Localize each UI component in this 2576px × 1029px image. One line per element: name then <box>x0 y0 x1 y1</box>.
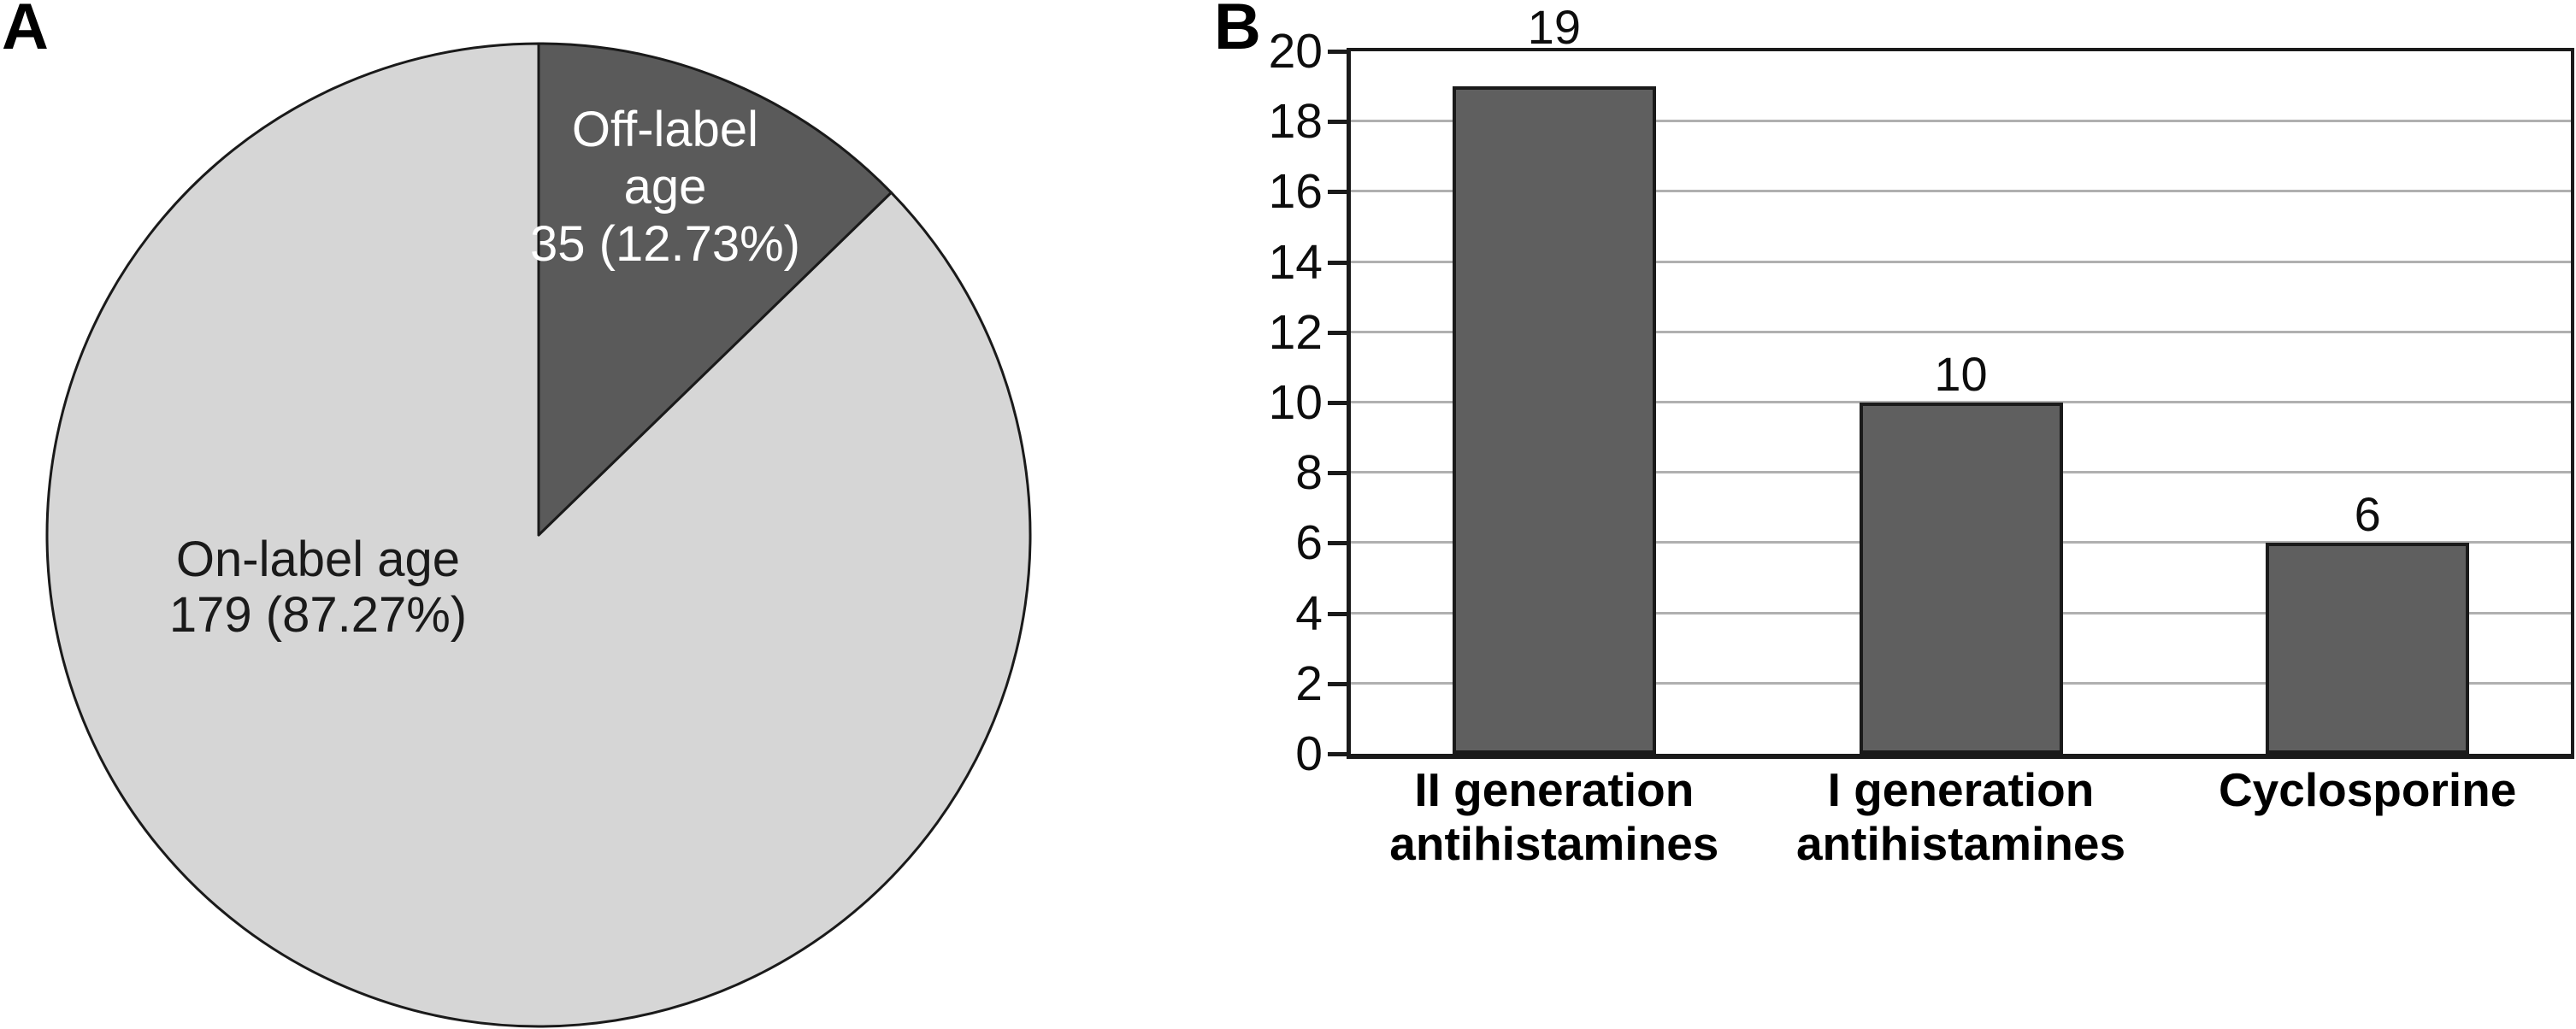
y-tick-mark-12 <box>1328 330 1348 335</box>
y-tick-mark-14 <box>1328 260 1348 265</box>
pie-label-line: 35 (12.73%) <box>530 216 800 272</box>
y-tick-mark-18 <box>1328 120 1348 125</box>
bar-1 <box>1452 86 1656 754</box>
gridline-y-12 <box>1351 330 2571 333</box>
y-tick-mark-6 <box>1328 541 1348 546</box>
x-category-label-line: I generation <box>1827 763 2095 816</box>
y-tick-label-0: 0 <box>1295 726 1323 781</box>
pie-slice-off-label-age <box>537 42 893 537</box>
x-category-label: II generation antihistamines <box>1289 763 1819 871</box>
pie-slice-label-off-label-age: Off-label age 35 (12.73%) <box>530 101 800 273</box>
gridline-y-18 <box>1351 120 2571 123</box>
pie-slice-label-on-label-age: On-label age 179 (87.27%) <box>169 532 467 643</box>
y-tick-mark-8 <box>1328 471 1348 476</box>
y-tick-label-6: 6 <box>1295 515 1323 571</box>
x-category-label-line: antihistamines <box>1795 817 2126 870</box>
y-tick-label-14: 14 <box>1268 234 1323 290</box>
y-tick-label-20: 20 <box>1268 24 1323 79</box>
pie-label-line: 179 (87.27%) <box>168 587 468 643</box>
x-category-label: I generation antihistamines <box>1696 763 2226 871</box>
y-tick-mark-2 <box>1328 681 1348 686</box>
panel-a-label: A <box>2 0 49 63</box>
y-tick-label-12: 12 <box>1268 304 1323 360</box>
x-category-label-line: II generation <box>1414 763 1695 816</box>
y-tick-label-2: 2 <box>1295 656 1323 711</box>
bar-value-label: 10 <box>1934 347 1988 401</box>
panel-b-label: B <box>1214 0 1261 63</box>
y-tick-mark-10 <box>1328 401 1348 405</box>
bar-chart-plot-area <box>1347 48 2574 759</box>
y-tick-label-18: 18 <box>1268 94 1323 150</box>
gridline-y-16 <box>1351 190 2571 193</box>
bar-3 <box>2266 543 2470 754</box>
pie-slice-on-label-age <box>45 42 1032 1028</box>
pie-label-line: On-label age <box>175 532 461 587</box>
y-tick-mark-4 <box>1328 611 1348 616</box>
y-tick-label-8: 8 <box>1295 445 1323 501</box>
y-tick-label-10: 10 <box>1268 375 1323 430</box>
gridline-y-14 <box>1351 260 2571 263</box>
bar-2 <box>1859 403 2063 754</box>
x-category-label: Cyclosporine <box>2102 763 2576 817</box>
y-tick-label-16: 16 <box>1268 164 1323 220</box>
x-category-label-line: antihistamines <box>1389 817 1719 870</box>
y-tick-mark-0 <box>1328 752 1348 756</box>
pie-chart <box>45 42 1032 1028</box>
bar-value-label: 6 <box>2354 487 2381 542</box>
gridline-y-10 <box>1351 401 2571 403</box>
y-tick-label-4: 4 <box>1295 585 1323 641</box>
y-tick-mark-20 <box>1328 50 1348 54</box>
pie-label-line: Off-label <box>571 102 759 157</box>
x-category-label-line: Cyclosporine <box>2218 763 2517 816</box>
bar-value-label: 19 <box>1527 0 1581 54</box>
y-tick-mark-16 <box>1328 190 1348 195</box>
pie-label-line: age <box>623 159 707 215</box>
